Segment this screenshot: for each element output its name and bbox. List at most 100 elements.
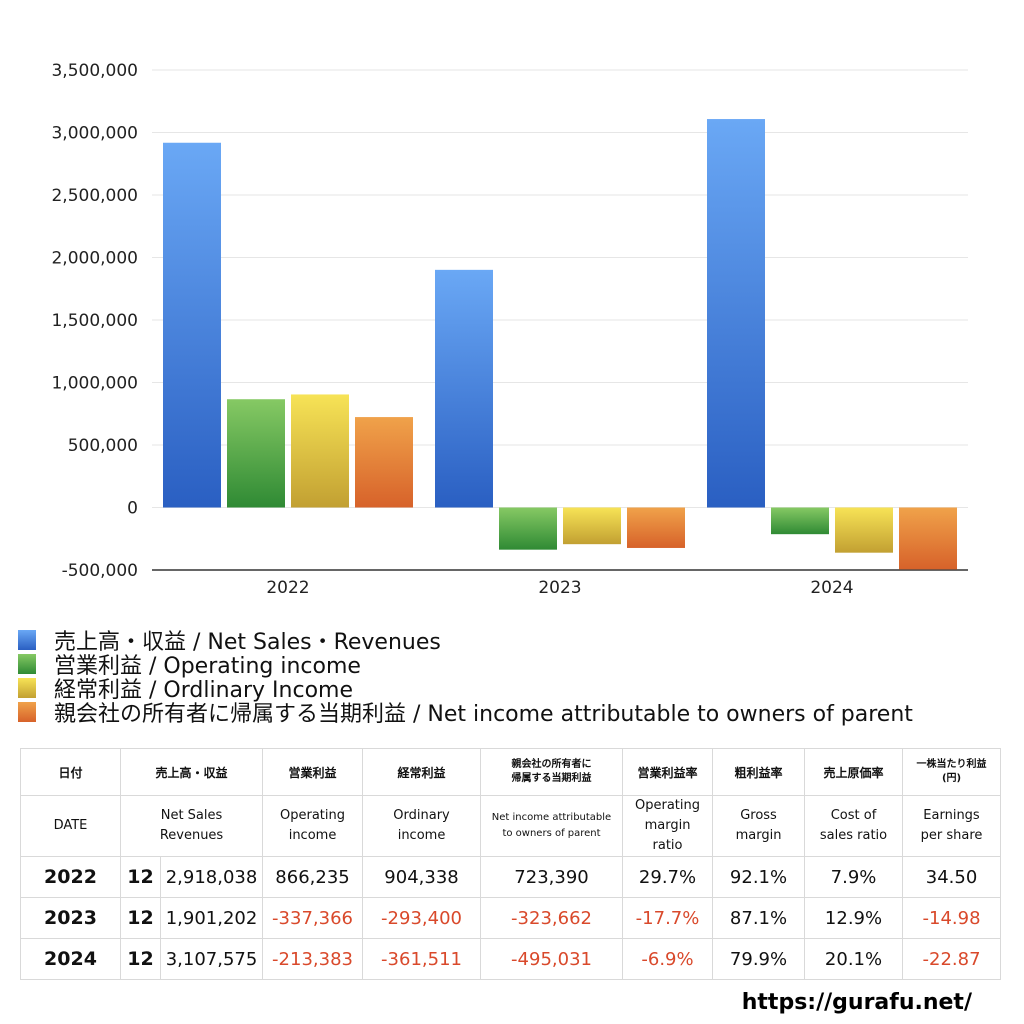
financial-table: 日付 売上高・収益 営業利益 経常利益 親会社の所有者に 帰属する当期利益 営業利…	[20, 748, 1002, 980]
header-eps-en: Earnings per share	[902, 795, 1002, 857]
header-gross-en-l1: Gross	[740, 808, 777, 823]
y-tick-label: 3,500,000	[51, 61, 138, 81]
cell-gross: 92.1%	[712, 856, 806, 898]
bar-2024-series-1	[771, 507, 829, 535]
cell-operating: 866,235	[262, 856, 364, 898]
header-operating-jp: 営業利益	[262, 748, 364, 796]
header-date-jp: 日付	[20, 748, 121, 796]
header-net-en: Net income attributable to owners of pare…	[480, 795, 624, 857]
header-op-margin-en-l3: ratio	[652, 838, 683, 853]
header-eps-en-l1: Earnings	[923, 808, 980, 823]
legend-label: 営業利益 / Operating income	[54, 654, 361, 679]
cell-year: 2022	[20, 856, 121, 898]
legend-swatch-yellow	[18, 678, 36, 698]
header-op-margin-en-l2: margin	[644, 818, 691, 833]
cell-op-margin: 29.7%	[622, 856, 714, 898]
table-row: 2022 12 2,918,038 866,235 904,338 723,39…	[20, 856, 1002, 898]
x-tick-label: 2022	[266, 578, 309, 598]
y-tick-label: 1,000,000	[51, 374, 138, 394]
cell-month: 12	[120, 897, 161, 939]
chart-legend: 売上高・収益 / Net Sales・Revenues 営業利益 / Opera…	[18, 628, 913, 727]
header-eps-jp-l2: (円)	[941, 773, 962, 784]
cell-op-margin: -6.9%	[622, 938, 714, 980]
cell-cost: 12.9%	[804, 897, 904, 939]
header-net-en-l1: Net income attributable	[491, 812, 612, 823]
x-tick-label: 2024	[810, 578, 853, 598]
header-eps-jp-l1: 一株当たり利益	[916, 759, 987, 770]
bar-2022-series-2	[291, 394, 349, 508]
header-gross-jp: 粗利益率	[712, 748, 806, 796]
cell-net: -495,031	[480, 938, 624, 980]
header-sales-jp: 売上高・収益	[119, 748, 264, 796]
header-sales-en-l2: Revenues	[159, 828, 224, 843]
cell-eps: 34.50	[902, 856, 1002, 898]
cell-year: 2024	[20, 938, 121, 980]
legend-item-net-income: 親会社の所有者に帰属する当期利益 / Net income attributab…	[18, 700, 913, 727]
header-cost-en-l1: Cost of	[830, 808, 877, 823]
header-net-jp-l2: 帰属する当期利益	[511, 773, 592, 784]
header-operating-en-l1: Operating	[280, 808, 346, 823]
cell-operating: -213,383	[262, 938, 364, 980]
header-operating-en: Operating income	[262, 795, 364, 857]
y-tick-label: 3,000,000	[51, 124, 138, 144]
bar-2023-series-2	[563, 507, 621, 545]
header-cost-en-l2: sales ratio	[819, 828, 888, 843]
bar-2024-series-3	[899, 507, 957, 570]
header-operating-en-l2: income	[288, 828, 337, 843]
cell-net: 723,390	[480, 856, 624, 898]
legend-item-ordinary-income: 経常利益 / Ordlinary Income	[18, 676, 913, 703]
bar-2024-series-0	[707, 119, 765, 508]
bar-2022-series-0	[163, 142, 221, 508]
header-ordinary-en: Ordinary income	[362, 795, 482, 857]
header-eps-jp: 一株当たり利益 (円)	[902, 748, 1002, 796]
y-tick-label: 2,500,000	[51, 186, 138, 206]
header-ordinary-en-l1: Ordinary	[393, 808, 450, 823]
table-row: 2023 12 1,901,202 -337,366 -293,400 -323…	[20, 897, 1002, 939]
cell-ordinary: -361,511	[362, 938, 482, 980]
cell-ordinary: -293,400	[362, 897, 482, 939]
legend-item-operating-income: 営業利益 / Operating income	[18, 652, 913, 679]
cell-gross: 79.9%	[712, 938, 806, 980]
header-date-en: DATE	[20, 795, 121, 857]
legend-label: 売上高・収益 / Net Sales・Revenues	[54, 630, 441, 655]
cell-month: 12	[120, 856, 161, 898]
y-tick-label: 1,500,000	[51, 311, 138, 331]
cell-eps: -14.98	[902, 897, 1002, 939]
legend-item-net-sales: 売上高・収益 / Net Sales・Revenues	[18, 628, 913, 655]
cell-cost: 7.9%	[804, 856, 904, 898]
bar-2024-series-2	[835, 507, 893, 553]
y-tick-label: 500,000	[68, 436, 138, 456]
cell-operating: -337,366	[262, 897, 364, 939]
cell-net: -323,662	[480, 897, 624, 939]
header-gross-en: Gross margin	[712, 795, 806, 857]
header-ordinary-jp: 経常利益	[362, 748, 482, 796]
header-op-margin-en: Operating margin ratio	[622, 795, 714, 857]
y-tick-label: 0	[127, 499, 138, 519]
header-net-jp-l1: 親会社の所有者に	[511, 759, 592, 770]
header-sales-en-l1: Net Sales	[160, 808, 223, 823]
table-header-en: DATE Net Sales Revenues Operating income O…	[20, 795, 1002, 857]
header-op-margin-en-l1: Operating	[635, 798, 701, 813]
legend-label: 親会社の所有者に帰属する当期利益 / Net income attributab…	[54, 702, 913, 727]
cell-cost: 20.1%	[804, 938, 904, 980]
bar-chart: 3,500,000 3,000,000 2,500,000 2,000,000 1,50…	[51, 61, 968, 598]
cell-gross: 87.1%	[712, 897, 806, 939]
cell-sales: 1,901,202	[159, 897, 264, 939]
cell-year: 2023	[20, 897, 121, 939]
bar-2022-series-3	[355, 417, 413, 508]
bar-2023-series-1	[499, 507, 557, 550]
y-tick-label: 2,000,000	[51, 249, 138, 269]
header-op-margin-jp: 営業利益率	[622, 748, 714, 796]
cell-op-margin: -17.7%	[622, 897, 714, 939]
site-url[interactable]: https://gurafu.net/	[741, 990, 972, 1015]
legend-swatch-blue	[18, 630, 36, 650]
x-tick-label: 2023	[538, 578, 581, 598]
table-header-jp: 日付 売上高・収益 営業利益 経常利益 親会社の所有者に 帰属する当期利益 営業利…	[20, 748, 1002, 796]
legend-label: 経常利益 / Ordlinary Income	[54, 678, 353, 703]
cell-eps: -22.87	[902, 938, 1002, 980]
cell-month: 12	[120, 938, 161, 980]
header-gross-en-l2: margin	[735, 828, 782, 843]
cell-sales: 3,107,575	[159, 938, 264, 980]
header-net-en-l2: to owners of parent	[502, 828, 601, 839]
bar-2022-series-1	[227, 399, 285, 508]
